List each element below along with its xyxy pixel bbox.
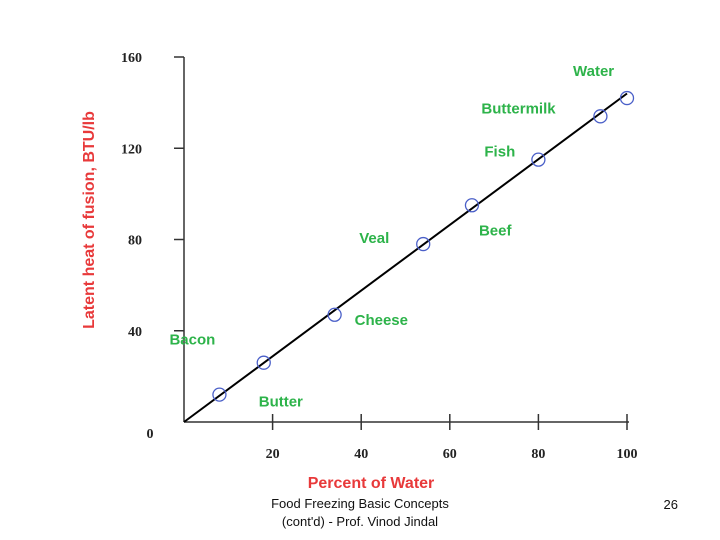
point-labels: Bacon Butter Cheese Veal Beef Fish Buttermilk W… xyxy=(169,63,614,411)
axes xyxy=(174,56,629,430)
data-label: Veal xyxy=(359,230,389,247)
data-point xyxy=(619,90,635,106)
origin-tick-label: 0 xyxy=(147,427,154,442)
trend-line xyxy=(183,92,628,423)
data-points xyxy=(212,90,635,402)
x-tick-label: 100 xyxy=(617,447,638,462)
footer-line-2: (cont'd) - Prof. Vinod Jindal xyxy=(281,514,439,529)
x-tick-label: 60 xyxy=(443,447,457,462)
y-tick-label: 120 xyxy=(121,142,142,157)
data-point xyxy=(416,236,431,252)
y-axis-title: Latent heat of fusion, BTU/lb xyxy=(81,111,98,329)
data-label: Butter xyxy=(259,394,303,411)
x-tick-label: 20 xyxy=(266,447,280,462)
data-label: Cheese xyxy=(355,312,408,329)
x-axis-title: Percent of Water xyxy=(308,475,435,492)
y-tick-label: 40 xyxy=(128,325,142,340)
data-label: Beef xyxy=(479,222,513,239)
data-label: Water xyxy=(573,63,614,80)
page-number: 26 xyxy=(663,497,678,512)
data-label: Fish xyxy=(484,144,515,161)
data-point xyxy=(464,198,480,213)
data-label: Buttermilk xyxy=(481,100,556,117)
data-point xyxy=(256,355,271,370)
data-point xyxy=(593,109,608,124)
data-label: Bacon xyxy=(169,332,215,349)
footer-line-1: Food Freezing Basic Concepts xyxy=(271,496,449,511)
data-point xyxy=(212,387,227,402)
tick-labels: 40 80 120 160 20 40 60 80 100 0 xyxy=(121,51,638,462)
data-point xyxy=(327,307,342,322)
x-tick-label: 80 xyxy=(531,447,545,462)
y-tick-label: 160 xyxy=(121,51,142,66)
footer-caption: Food Freezing Basic Concepts (cont'd) - … xyxy=(240,495,480,531)
y-tick-label: 80 xyxy=(128,234,142,249)
x-tick-label: 40 xyxy=(354,447,368,462)
data-point xyxy=(531,152,546,167)
trend-line-group xyxy=(183,92,628,423)
